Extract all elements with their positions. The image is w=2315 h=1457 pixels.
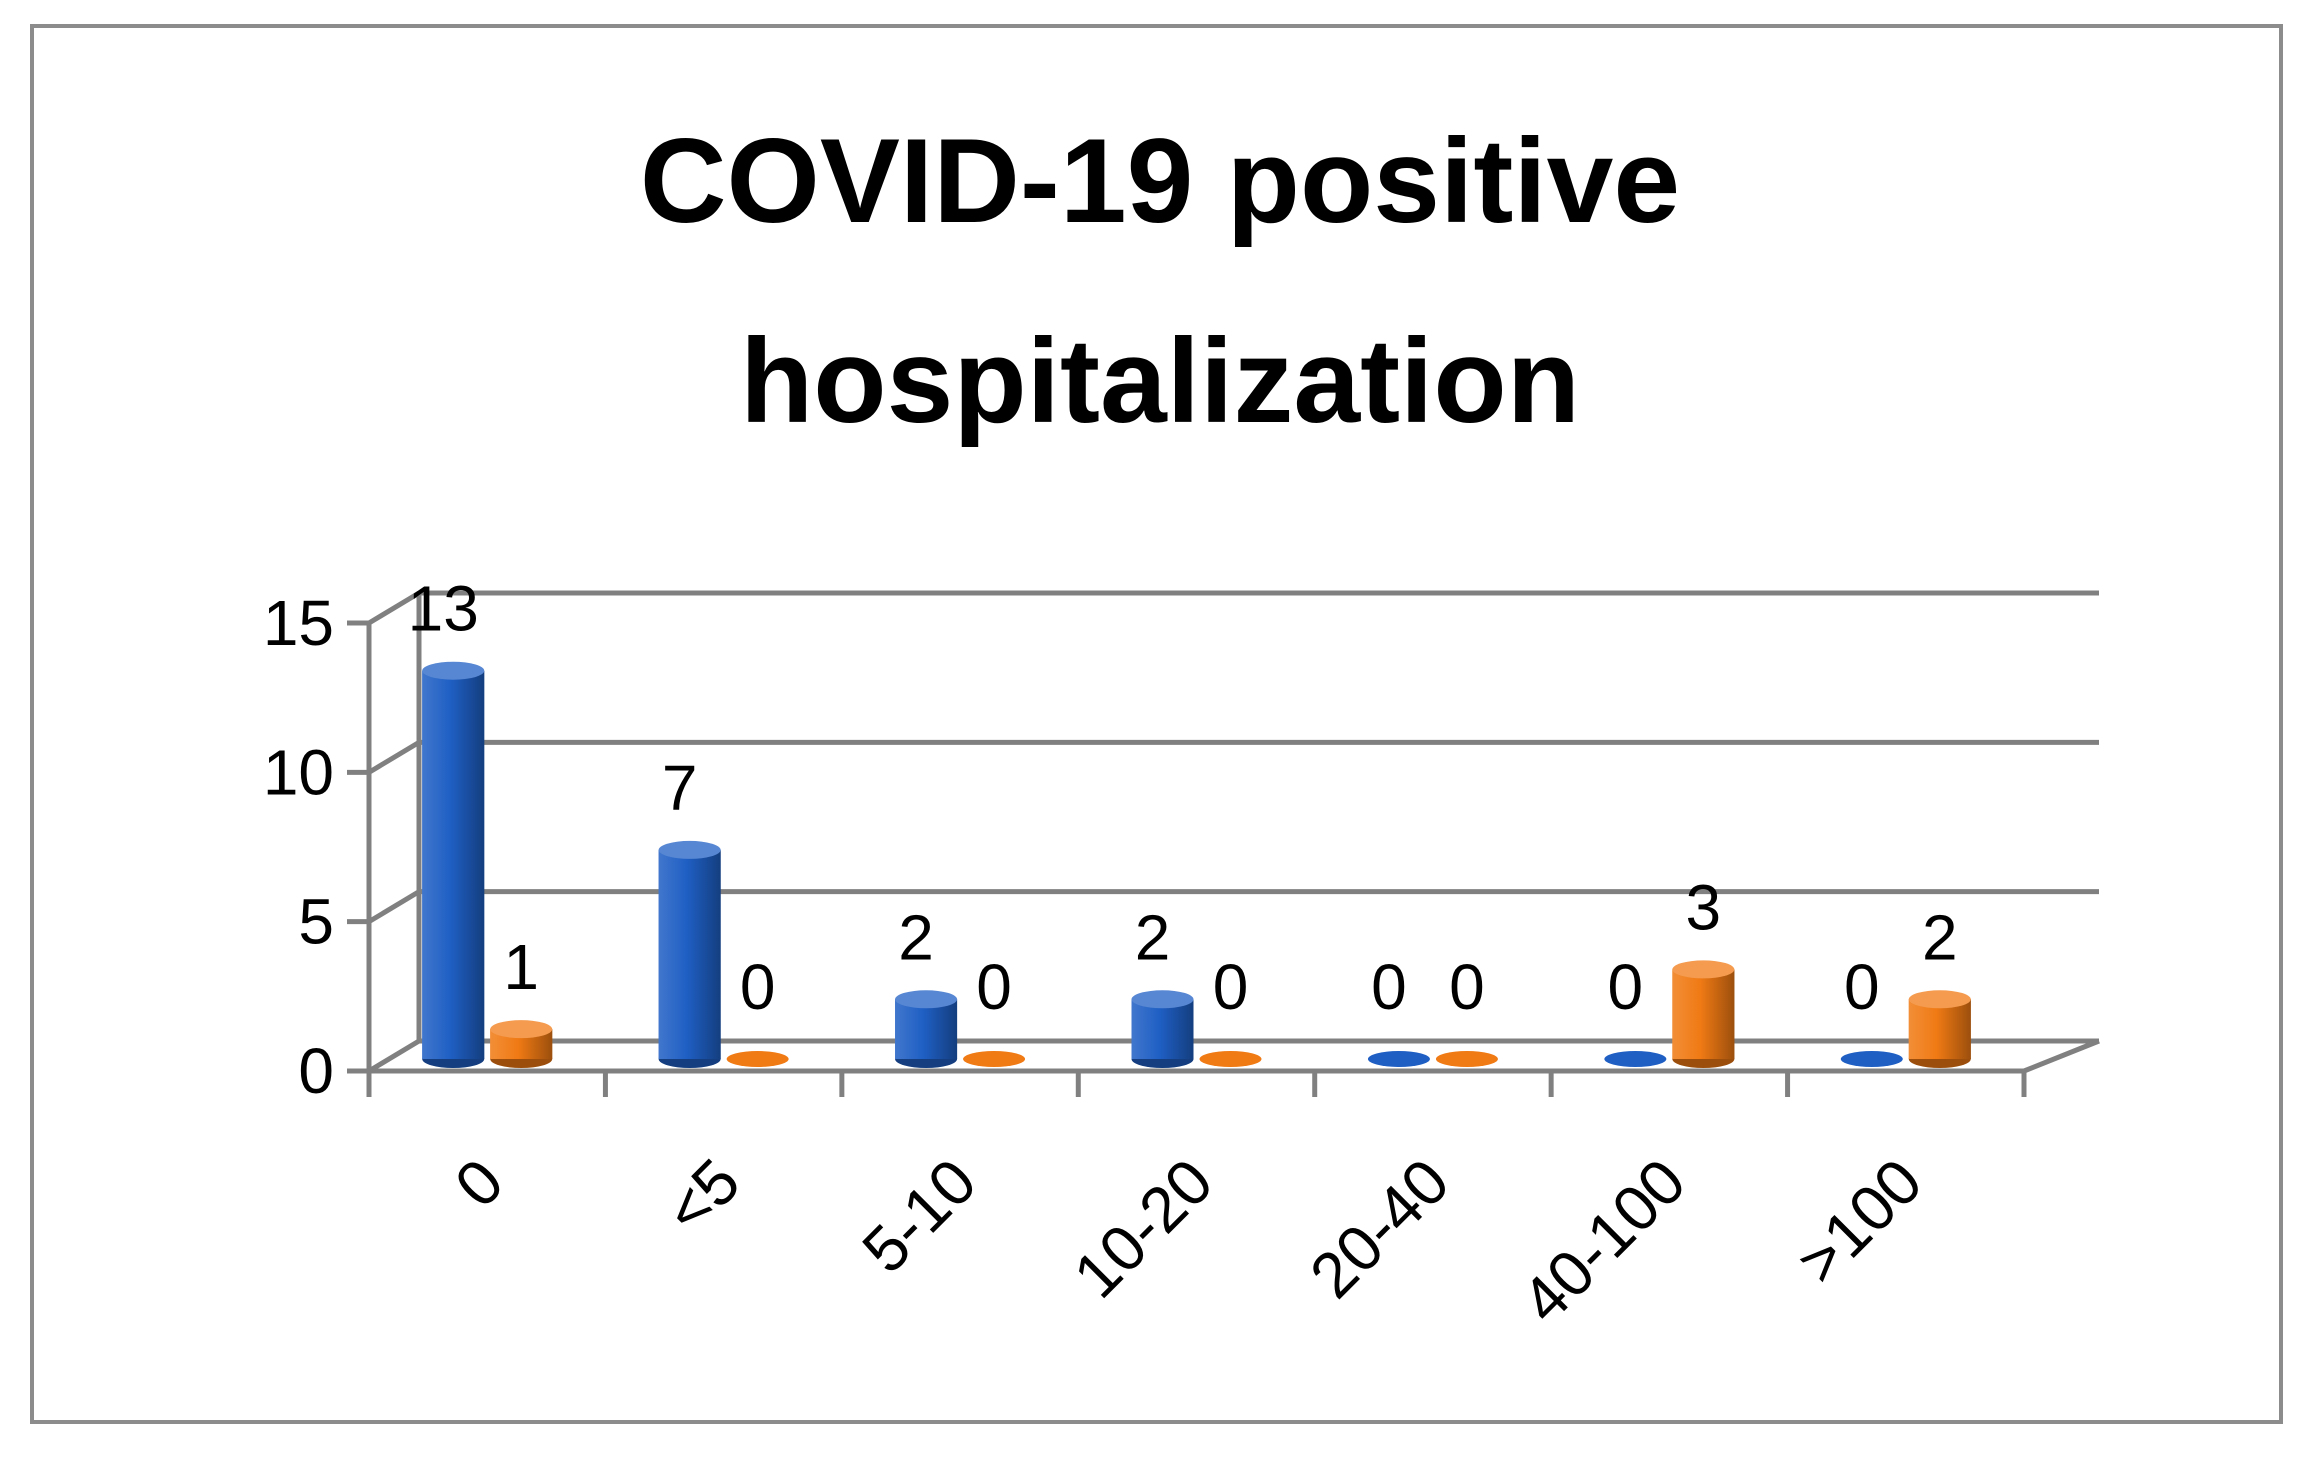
- bar-top: [1908, 990, 1971, 1009]
- bar-top: [895, 990, 958, 1009]
- chart-frame: COVID-19 positive hospitalization 0 5 10 15…: [30, 24, 2283, 1424]
- bar-series-2-4: [1435, 1051, 1498, 1067]
- y-tick-label: 15: [263, 587, 334, 659]
- data-label: 0: [740, 951, 776, 1023]
- bar-flat: [1604, 1051, 1667, 1067]
- bar-series-1-5: [1604, 1051, 1667, 1067]
- x-category-label: >100: [1783, 1145, 1936, 1298]
- chart-svg: COVID-19 positive hospitalization 051015…: [263, 114, 2100, 1337]
- bar-body-front: [895, 999, 958, 1059]
- x-category-label: 0: [441, 1145, 517, 1221]
- bar-body-front: [1908, 999, 1971, 1059]
- data-label: 1: [503, 931, 539, 1003]
- bars: [422, 661, 1971, 1068]
- bar-body-front: [1672, 969, 1735, 1059]
- bar-series-1-6: [1840, 1051, 1903, 1067]
- x-category-label: 5-10: [848, 1145, 989, 1286]
- y-tick-label: 5: [298, 886, 334, 958]
- data-label: 0: [976, 951, 1012, 1023]
- data-label: 2: [1922, 901, 1958, 973]
- bar-series-1-4: [1367, 1051, 1430, 1067]
- data-label: 0: [1844, 951, 1880, 1023]
- chart-title-line-1: COVID-19 positive: [640, 114, 1680, 248]
- bar-top: [422, 661, 485, 680]
- bar-series-1-0: [422, 661, 485, 1068]
- bar-series-1-2: [895, 990, 958, 1068]
- bar-body-front: [1131, 999, 1194, 1059]
- gridline-depth: [367, 1038, 421, 1074]
- bar-series-1-1: [658, 840, 721, 1068]
- data-label: 7: [662, 752, 698, 824]
- bar-flat: [1840, 1051, 1903, 1067]
- bar-flat: [1199, 1051, 1262, 1067]
- bar-body-front: [422, 670, 485, 1059]
- data-label: 13: [408, 573, 479, 645]
- bar-flat: [1367, 1051, 1430, 1067]
- bar-series-2-1: [726, 1051, 789, 1067]
- gridline-depth: [367, 590, 421, 626]
- bar-series-2-2: [963, 1051, 1026, 1067]
- bar-top: [1672, 960, 1735, 979]
- bar-flat: [1435, 1051, 1498, 1067]
- bar-top: [490, 1020, 553, 1039]
- bar-flat: [963, 1051, 1026, 1067]
- data-label: 0: [1213, 951, 1249, 1023]
- data-label: 2: [898, 901, 934, 973]
- gridline-depth: [367, 889, 421, 924]
- bar-top: [658, 840, 721, 859]
- x-category-label: 10-20: [1060, 1145, 1227, 1312]
- y-tick-label: 10: [263, 736, 334, 808]
- data-label: 3: [1686, 871, 1722, 943]
- bar-series-2-0: [490, 1020, 553, 1068]
- axes: [347, 593, 2100, 1097]
- x-category-label: 20-40: [1296, 1145, 1463, 1312]
- bar-top: [1131, 990, 1194, 1009]
- y-tick-label: 0: [298, 1035, 334, 1107]
- gridline-depth: [367, 740, 421, 775]
- bar-series-1-3: [1131, 990, 1194, 1068]
- data-label: 0: [1371, 951, 1407, 1023]
- data-label: 0: [1449, 951, 1485, 1023]
- bar-series-2-3: [1199, 1051, 1262, 1067]
- data-label: 2: [1135, 901, 1171, 973]
- bar-body-front: [658, 849, 721, 1059]
- data-label: 0: [1608, 951, 1644, 1023]
- bar-series-2-5: [1672, 960, 1735, 1068]
- bar-flat: [726, 1051, 789, 1067]
- bar-series-2-6: [1908, 990, 1971, 1068]
- chart-title-line-2: hospitalization: [740, 314, 1580, 448]
- x-category-label: 40-100: [1507, 1145, 1699, 1337]
- floor-right-edge: [2023, 1038, 2100, 1074]
- x-category-label: <5: [651, 1145, 754, 1248]
